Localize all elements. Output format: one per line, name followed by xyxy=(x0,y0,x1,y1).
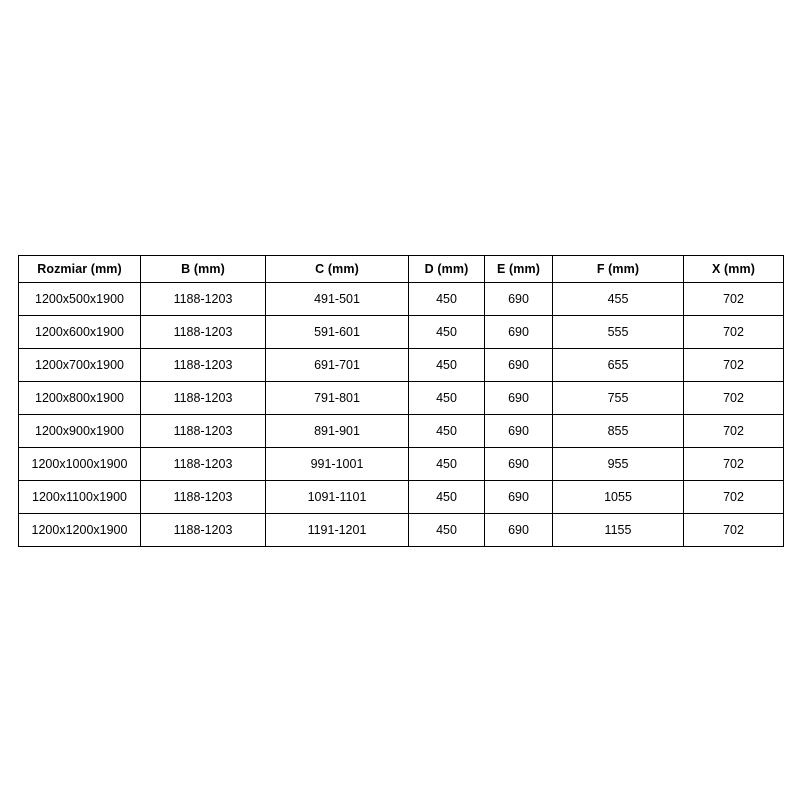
column-header-x: X (mm) xyxy=(683,255,784,283)
cell-rozmiar: 1200x800x1900 xyxy=(18,381,141,415)
table-row: 1200x800x1900 1188-1203 791-801 450 690 … xyxy=(18,381,784,415)
cell-b: 1188-1203 xyxy=(140,414,266,448)
cell-x: 702 xyxy=(683,315,784,349)
cell-f: 755 xyxy=(552,381,684,415)
cell-e: 690 xyxy=(484,447,553,481)
column-header-f: F (mm) xyxy=(552,255,684,283)
cell-rozmiar: 1200x500x1900 xyxy=(18,282,141,316)
cell-rozmiar: 1200x1100x1900 xyxy=(18,480,141,514)
cell-rozmiar: 1200x1200x1900 xyxy=(18,513,141,547)
cell-x: 702 xyxy=(683,282,784,316)
cell-b: 1188-1203 xyxy=(140,381,266,415)
column-header-d: D (mm) xyxy=(408,255,485,283)
table-row: 1200x500x1900 1188-1203 491-501 450 690 … xyxy=(18,282,784,316)
cell-b: 1188-1203 xyxy=(140,513,266,547)
cell-x: 702 xyxy=(683,447,784,481)
table-header: Rozmiar (mm) B (mm) C (mm) D (mm) E (mm)… xyxy=(18,255,784,283)
cell-e: 690 xyxy=(484,381,553,415)
cell-c: 1191-1201 xyxy=(265,513,409,547)
cell-c: 891-901 xyxy=(265,414,409,448)
column-header-rozmiar: Rozmiar (mm) xyxy=(18,255,141,283)
cell-f: 655 xyxy=(552,348,684,382)
cell-d: 450 xyxy=(408,315,485,349)
cell-f: 1055 xyxy=(552,480,684,514)
cell-e: 690 xyxy=(484,513,553,547)
cell-c: 691-701 xyxy=(265,348,409,382)
column-header-c: C (mm) xyxy=(265,255,409,283)
cell-b: 1188-1203 xyxy=(140,447,266,481)
cell-f: 955 xyxy=(552,447,684,481)
cell-b: 1188-1203 xyxy=(140,348,266,382)
table-row: 1200x600x1900 1188-1203 591-601 450 690 … xyxy=(18,315,784,349)
cell-d: 450 xyxy=(408,480,485,514)
cell-c: 491-501 xyxy=(265,282,409,316)
table-header-row: Rozmiar (mm) B (mm) C (mm) D (mm) E (mm)… xyxy=(18,255,784,283)
table-row: 1200x1000x1900 1188-1203 991-1001 450 69… xyxy=(18,447,784,481)
cell-e: 690 xyxy=(484,282,553,316)
cell-d: 450 xyxy=(408,447,485,481)
cell-b: 1188-1203 xyxy=(140,480,266,514)
specification-table-container: Rozmiar (mm) B (mm) C (mm) D (mm) E (mm)… xyxy=(18,255,784,547)
cell-f: 555 xyxy=(552,315,684,349)
cell-c: 791-801 xyxy=(265,381,409,415)
cell-e: 690 xyxy=(484,348,553,382)
cell-f: 855 xyxy=(552,414,684,448)
table-row: 1200x1100x1900 1188-1203 1091-1101 450 6… xyxy=(18,480,784,514)
cell-rozmiar: 1200x700x1900 xyxy=(18,348,141,382)
table-row: 1200x700x1900 1188-1203 691-701 450 690 … xyxy=(18,348,784,382)
cell-e: 690 xyxy=(484,480,553,514)
cell-d: 450 xyxy=(408,282,485,316)
cell-d: 450 xyxy=(408,414,485,448)
cell-c: 591-601 xyxy=(265,315,409,349)
cell-rozmiar: 1200x1000x1900 xyxy=(18,447,141,481)
cell-d: 450 xyxy=(408,348,485,382)
table-row: 1200x900x1900 1188-1203 891-901 450 690 … xyxy=(18,414,784,448)
cell-c: 1091-1101 xyxy=(265,480,409,514)
cell-x: 702 xyxy=(683,480,784,514)
cell-e: 690 xyxy=(484,315,553,349)
cell-b: 1188-1203 xyxy=(140,282,266,316)
cell-b: 1188-1203 xyxy=(140,315,266,349)
cell-f: 1155 xyxy=(552,513,684,547)
cell-x: 702 xyxy=(683,348,784,382)
table-body: 1200x500x1900 1188-1203 491-501 450 690 … xyxy=(18,282,784,547)
table-row: 1200x1200x1900 1188-1203 1191-1201 450 6… xyxy=(18,513,784,547)
cell-c: 991-1001 xyxy=(265,447,409,481)
cell-d: 450 xyxy=(408,513,485,547)
cell-f: 455 xyxy=(552,282,684,316)
cell-rozmiar: 1200x900x1900 xyxy=(18,414,141,448)
cell-rozmiar: 1200x600x1900 xyxy=(18,315,141,349)
column-header-e: E (mm) xyxy=(484,255,553,283)
specification-table: Rozmiar (mm) B (mm) C (mm) D (mm) E (mm)… xyxy=(18,255,784,547)
cell-e: 690 xyxy=(484,414,553,448)
cell-x: 702 xyxy=(683,513,784,547)
cell-x: 702 xyxy=(683,414,784,448)
column-header-b: B (mm) xyxy=(140,255,266,283)
cell-x: 702 xyxy=(683,381,784,415)
cell-d: 450 xyxy=(408,381,485,415)
